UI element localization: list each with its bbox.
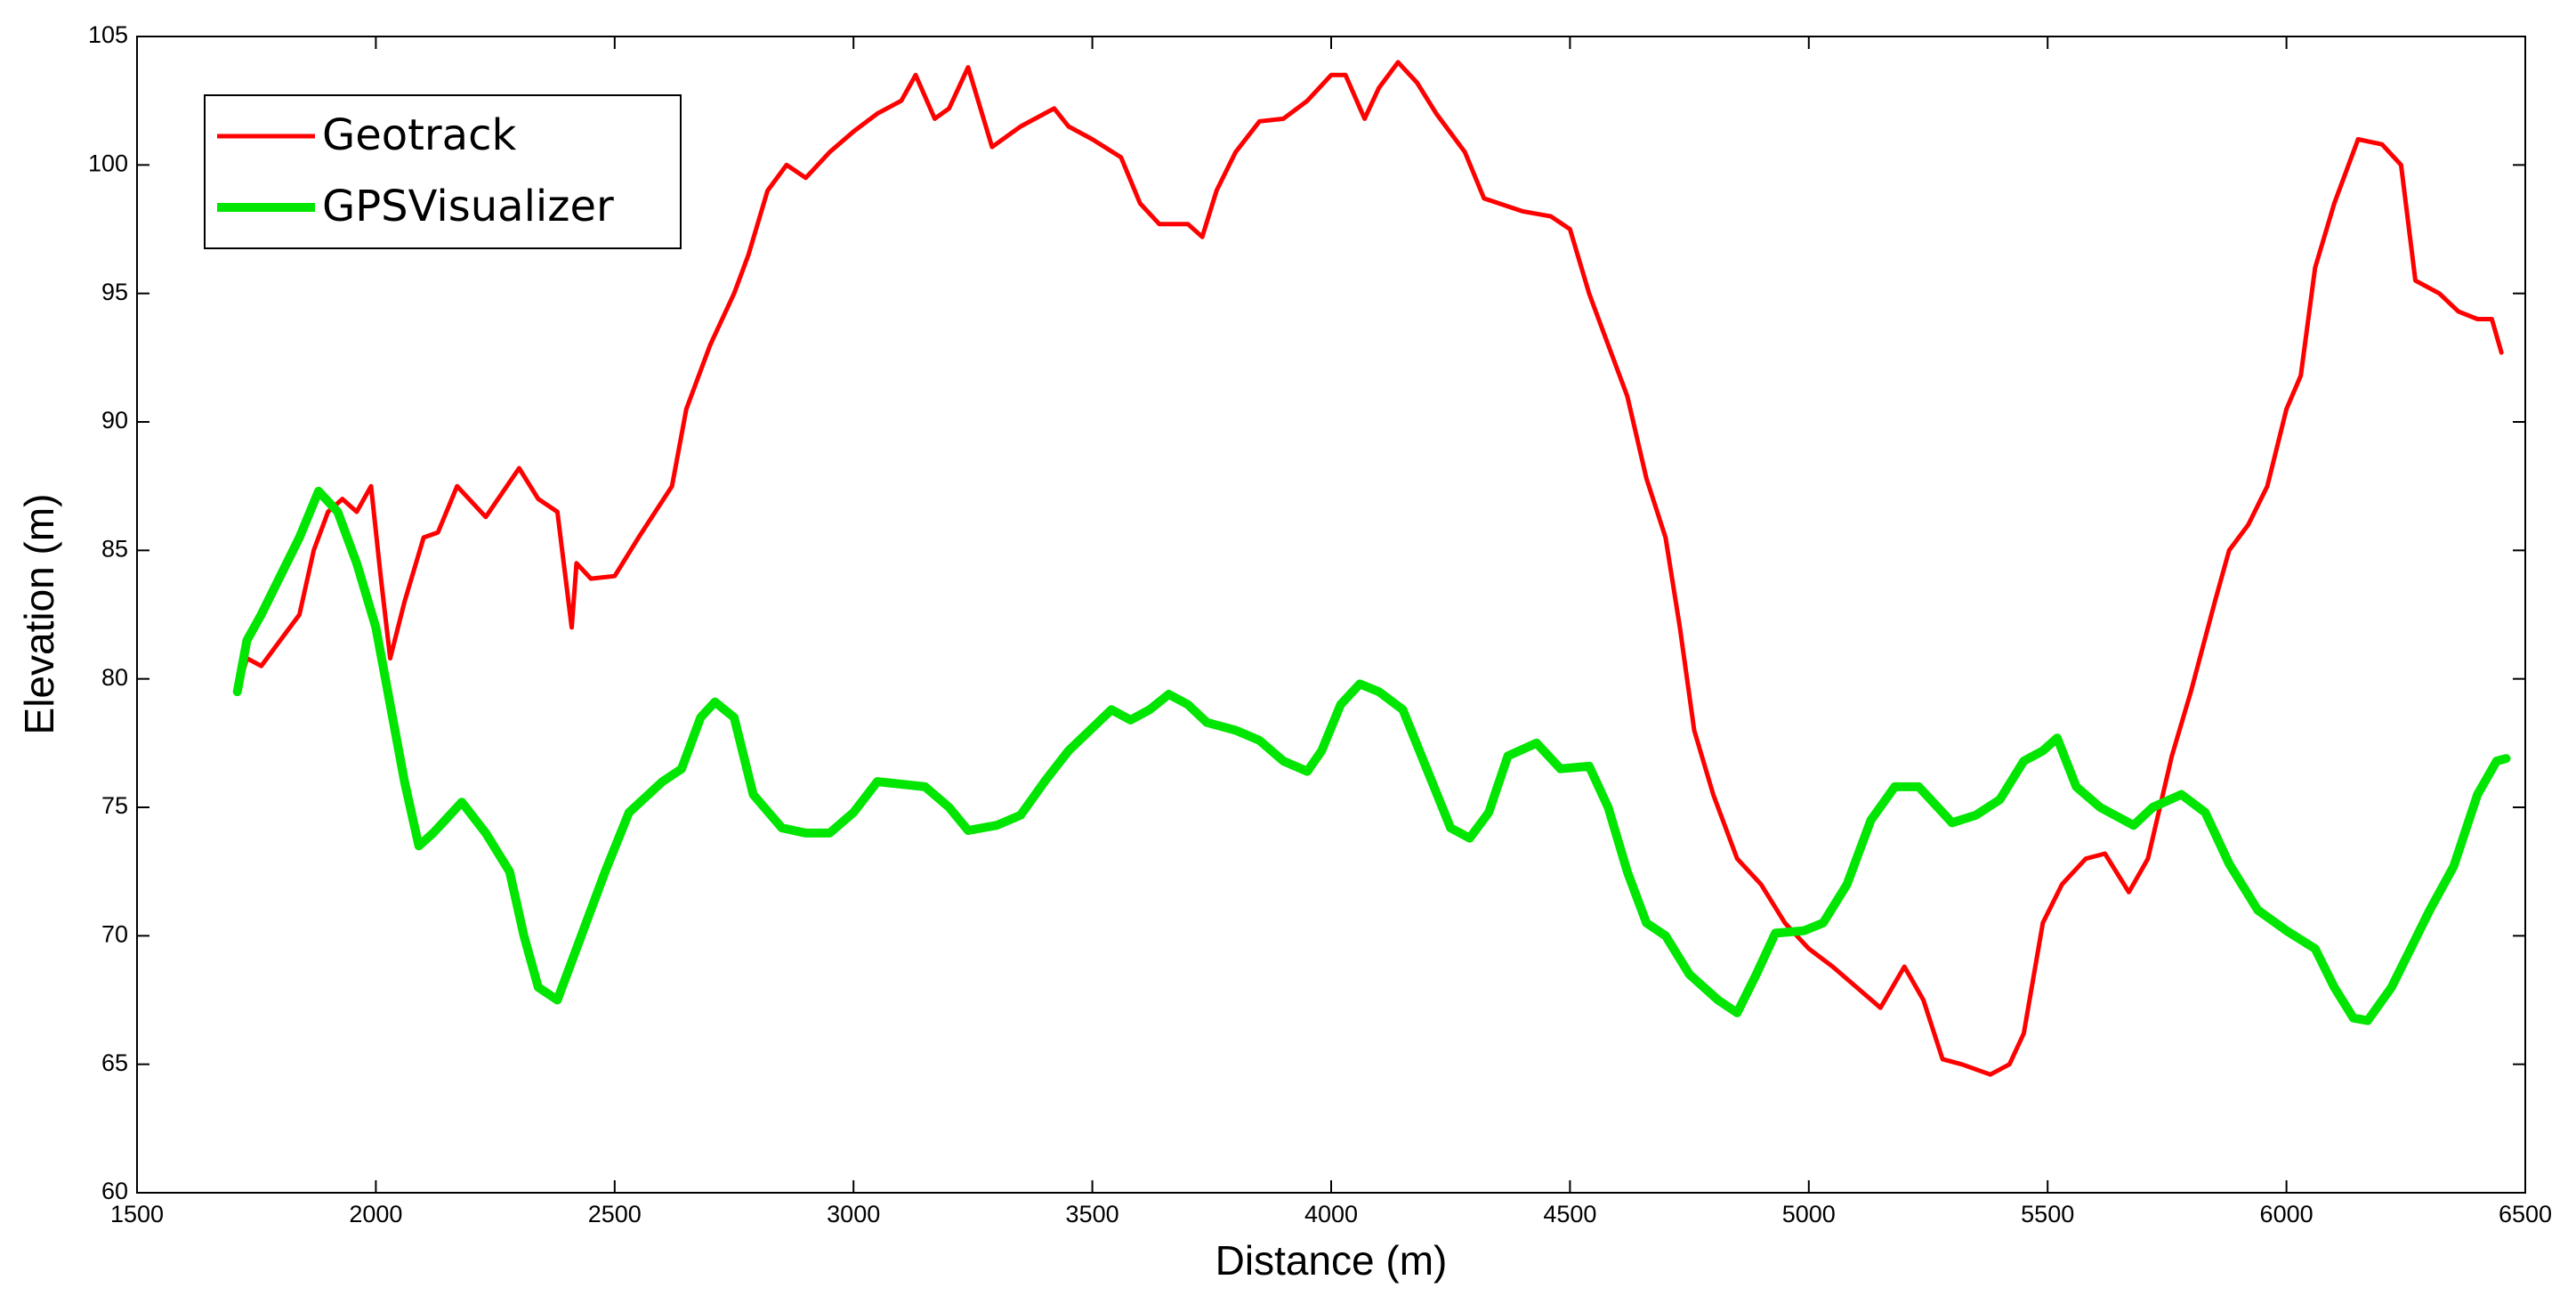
y-tick-label: 70 — [101, 920, 128, 947]
y-tick-label: 100 — [88, 150, 128, 176]
plot-frame — [136, 36, 2526, 1194]
x-tick-label: 4500 — [1543, 1201, 1596, 1227]
y-axis-label: Elevation (m) — [16, 494, 62, 735]
y-tick-label: 80 — [101, 664, 128, 691]
legend-label: Geotrack — [322, 110, 516, 160]
y-tick-label: 105 — [88, 21, 128, 48]
x-tick-label: 5500 — [2021, 1201, 2074, 1227]
y-tick-label: 95 — [101, 279, 128, 305]
x-tick-label: 2500 — [588, 1201, 642, 1227]
x-tick-label: 5000 — [1782, 1201, 1836, 1227]
x-tick-label: 3000 — [827, 1201, 880, 1227]
x-axis-label: Distance (m) — [1215, 1237, 1448, 1284]
x-tick-label: 4000 — [1304, 1201, 1358, 1227]
y-tick-label: 60 — [101, 1178, 128, 1204]
y-tick-label: 65 — [101, 1049, 128, 1076]
y-tick-label: 75 — [101, 792, 128, 819]
legend: Geotrack GPSVisualizer — [204, 94, 682, 249]
data-line — [232, 486, 2511, 1025]
x-tick-label: 2000 — [349, 1201, 402, 1227]
legend-label: GPSVisualizer — [322, 182, 614, 231]
x-tick-label: 3500 — [1066, 1201, 1119, 1227]
data-line — [235, 60, 2504, 1077]
y-tick-label: 90 — [101, 407, 128, 433]
x-tick-label: 6000 — [2260, 1201, 2314, 1227]
x-tick-label: 6500 — [2499, 1201, 2552, 1227]
legend-box — [204, 94, 682, 249]
y-tick-label: 85 — [101, 535, 128, 562]
x-tick-label: 1500 — [110, 1201, 164, 1227]
